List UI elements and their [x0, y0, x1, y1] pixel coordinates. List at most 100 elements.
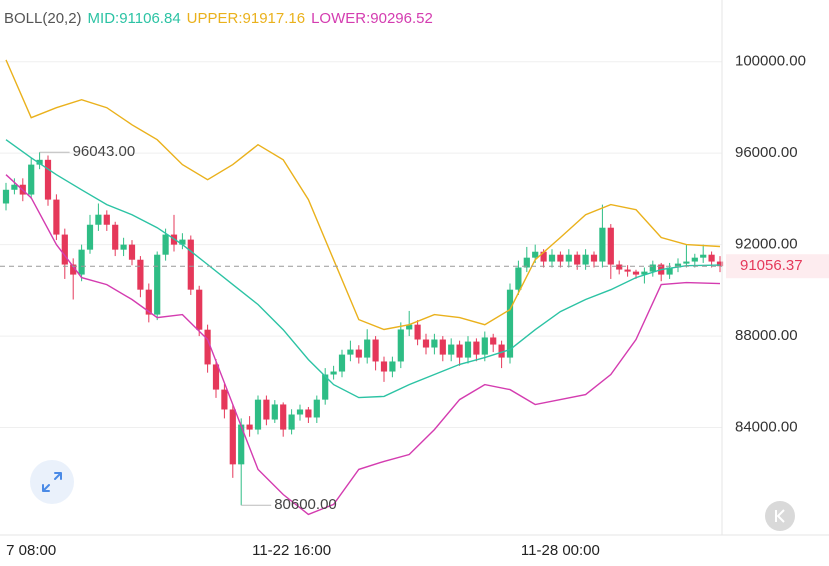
- candle-body: [574, 254, 581, 265]
- candle-body: [649, 264, 656, 272]
- candle-body: [70, 264, 77, 275]
- candle-body: [523, 257, 530, 268]
- band-line: [5, 59, 721, 331]
- candle-body: [103, 214, 110, 225]
- candle-body: [389, 361, 396, 372]
- candle-body: [347, 349, 354, 355]
- expand-button[interactable]: [30, 460, 74, 504]
- candle-body: [414, 324, 421, 340]
- scroll-end-icon: [775, 509, 785, 523]
- scroll-end-button[interactable]: [765, 501, 795, 531]
- indicator-name: BOLL(20,2): [4, 10, 82, 27]
- candle-body: [380, 361, 388, 372]
- candle-body: [196, 289, 203, 330]
- candle-body: [481, 337, 488, 355]
- candle-body: [641, 271, 648, 275]
- candle-body: [716, 261, 724, 267]
- candle-body: [506, 289, 514, 358]
- last-price-label: 91056.37: [740, 257, 803, 274]
- candle-body: [372, 339, 379, 362]
- candle-body: [137, 259, 144, 290]
- candle-body: [582, 254, 589, 265]
- last-price-box: [726, 254, 829, 279]
- candle-body: [212, 364, 220, 390]
- candle-body: [78, 249, 85, 275]
- candle-body: [548, 254, 556, 262]
- y-tick-label: 96000.00: [735, 144, 798, 161]
- y-tick-label: 92000.00: [735, 236, 798, 253]
- candle-body: [11, 184, 18, 190]
- expand-icon: [42, 472, 62, 492]
- y-tick-label: 100000.00: [735, 53, 806, 70]
- candle-body: [145, 289, 152, 315]
- candle-body: [632, 271, 640, 275]
- candle-body: [263, 399, 270, 420]
- candle-body: [456, 344, 463, 358]
- candle-body: [330, 371, 337, 375]
- candle-body: [271, 404, 278, 420]
- candle-body: [179, 239, 186, 245]
- legend-entry: UPPER:91917.16: [187, 10, 305, 27]
- candle-body: [700, 254, 707, 258]
- candle-body: [296, 409, 304, 415]
- candle-body: [355, 349, 362, 358]
- candle-body: [187, 239, 194, 290]
- candle-body: [305, 409, 312, 418]
- band-line: [5, 174, 721, 516]
- candle-body: [280, 404, 287, 430]
- candle-body: [128, 244, 136, 260]
- candle-body: [28, 164, 35, 195]
- candle-body: [599, 227, 606, 262]
- candle-body: [204, 329, 211, 365]
- candle-body: [616, 264, 623, 270]
- expand-button-bg: [30, 460, 74, 504]
- candle-body: [691, 257, 698, 262]
- candle-body: [448, 344, 455, 355]
- band-line: [5, 139, 721, 399]
- candle-body: [246, 424, 253, 430]
- candle-body: [338, 354, 346, 372]
- candle-body: [422, 339, 430, 348]
- candle-body: [238, 424, 245, 465]
- candle-body: [557, 254, 564, 262]
- candle-body: [431, 339, 438, 348]
- legend-entry: MID:91106.84: [88, 10, 181, 27]
- candle-body: [532, 251, 539, 258]
- candle-body: [439, 339, 446, 355]
- candle-body: [313, 399, 320, 418]
- x-tick-label: 11-28 00:00: [521, 542, 600, 559]
- candle-body: [53, 199, 60, 235]
- candle-body: [229, 409, 236, 465]
- candle-body: [473, 341, 480, 355]
- x-tick-label: 7 08:00: [6, 542, 56, 559]
- candle-body: [86, 224, 94, 250]
- candle-body: [498, 344, 505, 358]
- candle-body: [666, 267, 673, 275]
- candle-body: [61, 234, 68, 265]
- candle-body: [683, 261, 690, 264]
- candle-body: [515, 267, 522, 290]
- annotation-label: 96043.00: [73, 143, 136, 160]
- candle-body: [112, 224, 119, 250]
- y-tick-label: 84000.00: [735, 419, 798, 436]
- candle-body: [540, 251, 547, 262]
- x-tick-label: 11-22 16:00: [252, 542, 331, 559]
- candle-body: [590, 254, 598, 262]
- candle-body: [120, 244, 127, 250]
- candle-body: [288, 414, 295, 430]
- y-tick-label: 88000.00: [735, 327, 798, 344]
- scroll-end-bg: [765, 501, 795, 531]
- candle-body: [364, 339, 371, 358]
- candle-body: [406, 324, 413, 330]
- candle-body: [254, 399, 262, 430]
- candle-body: [490, 337, 497, 345]
- candle-body: [322, 374, 329, 400]
- candle-body: [44, 159, 52, 200]
- candle-body: [624, 269, 631, 272]
- candle-body: [397, 329, 404, 362]
- indicator-header: BOLL(20,2) MID:91106.84 UPPER:91917.16 LOWE…: [4, 10, 433, 27]
- candle-body: [674, 263, 682, 268]
- legend-entry: LOWER:90296.52: [311, 10, 433, 27]
- candle-body: [162, 234, 169, 255]
- candle-body: [708, 254, 715, 262]
